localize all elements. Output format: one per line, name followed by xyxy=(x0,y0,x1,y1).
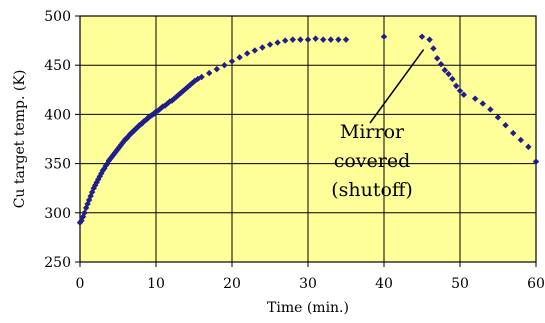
x-tick-label: 20 xyxy=(223,276,241,292)
data-point xyxy=(517,136,524,144)
x-tick-label: 40 xyxy=(375,276,393,292)
data-point xyxy=(98,170,105,177)
data-point xyxy=(213,65,220,73)
data-point xyxy=(532,158,540,165)
data-point xyxy=(81,209,88,216)
data-point xyxy=(166,98,173,105)
data-point xyxy=(84,200,91,208)
data-markers xyxy=(76,33,540,226)
data-point xyxy=(244,50,251,57)
x-tick-label: 50 xyxy=(451,276,469,292)
x-tick-label: 10 xyxy=(147,276,165,292)
data-point xyxy=(236,54,243,61)
y-tick-label: 400 xyxy=(44,107,71,123)
data-point xyxy=(297,36,304,43)
data-point xyxy=(259,44,266,51)
data-point xyxy=(445,70,452,78)
data-point xyxy=(510,129,517,137)
data-point xyxy=(206,69,213,77)
data-point xyxy=(342,36,350,43)
data-point xyxy=(96,173,103,180)
data-point xyxy=(251,47,258,54)
data-point xyxy=(198,73,205,81)
annotation-text: Mirror covered (shutoff) xyxy=(331,121,413,201)
data-point xyxy=(453,82,460,90)
data-point xyxy=(304,36,312,43)
data-point xyxy=(487,106,494,113)
data-point xyxy=(282,37,289,44)
data-point xyxy=(494,114,502,121)
x-axis-label: Time (min.) xyxy=(267,300,349,316)
annotation-pointer-line xyxy=(369,49,425,124)
y-tick-label: 250 xyxy=(44,255,71,271)
data-point xyxy=(134,123,141,131)
data-point xyxy=(380,33,388,40)
data-point xyxy=(472,95,479,102)
annotation: Mirror covered (shutoff) xyxy=(331,49,425,201)
data-point xyxy=(221,62,228,69)
annotation-line-text: (shutoff) xyxy=(331,179,413,201)
data-point xyxy=(426,36,433,43)
data-point xyxy=(320,36,327,43)
data-point xyxy=(502,122,509,129)
x-tick-label: 60 xyxy=(527,276,545,292)
data-point xyxy=(418,33,426,40)
data-point xyxy=(78,217,85,224)
data-point xyxy=(479,100,486,107)
data-point xyxy=(437,61,445,68)
data-point xyxy=(111,149,119,156)
x-tick-label: 30 xyxy=(299,276,317,292)
data-point xyxy=(114,145,122,153)
data-point xyxy=(335,36,342,43)
data-point xyxy=(449,75,456,83)
data-point xyxy=(108,153,116,160)
data-point xyxy=(274,39,281,46)
data-point xyxy=(159,103,167,110)
data-point xyxy=(228,58,236,65)
data-point xyxy=(441,66,448,74)
data-point xyxy=(155,107,162,114)
data-point xyxy=(157,105,164,112)
data-point xyxy=(434,55,441,62)
data-point xyxy=(119,139,126,147)
data-point xyxy=(266,41,274,48)
data-point xyxy=(525,143,532,151)
y-tick-label: 350 xyxy=(44,157,71,173)
annotation-line-text: covered xyxy=(334,150,411,172)
data-point xyxy=(460,91,467,98)
data-point xyxy=(289,36,296,43)
data-point xyxy=(327,36,334,43)
tick-labels: 0 10 20 30 40 50 60 250 300 350 400 450 500 xyxy=(44,9,545,292)
x-tick-label: 0 xyxy=(76,276,85,292)
y-tick-label: 500 xyxy=(44,9,71,25)
data-point xyxy=(430,45,437,52)
data-point xyxy=(85,196,93,204)
annotation-line-text: Mirror xyxy=(340,121,405,143)
y-tick-label: 450 xyxy=(44,58,71,74)
data-point xyxy=(456,87,464,94)
data-point xyxy=(152,108,160,115)
y-tick-label: 300 xyxy=(44,206,71,222)
data-point xyxy=(312,35,319,42)
y-axis-label: Cu target temp. (K) xyxy=(12,70,28,209)
